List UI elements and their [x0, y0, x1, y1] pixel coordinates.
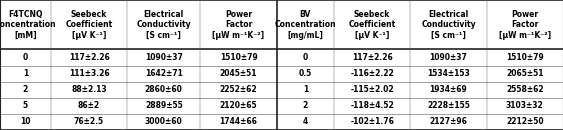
Text: 1510±79: 1510±79	[220, 53, 257, 62]
Text: -118±4.52: -118±4.52	[350, 101, 394, 110]
Text: 1090±37: 1090±37	[430, 53, 467, 62]
Bar	[334, 0, 410, 49]
Text: 5: 5	[23, 101, 28, 110]
Text: 0: 0	[303, 53, 308, 62]
Bar	[277, 98, 334, 114]
Bar	[51, 98, 127, 114]
Text: 4: 4	[303, 117, 308, 126]
Text: 3103±32: 3103±32	[506, 101, 544, 110]
Bar	[0, 114, 51, 130]
Bar	[200, 114, 277, 130]
Text: Electrical
Conductivity
[S cm⁻¹]: Electrical Conductivity [S cm⁻¹]	[421, 10, 476, 40]
Bar	[410, 0, 486, 49]
Text: 2045±51: 2045±51	[220, 69, 257, 78]
Bar	[51, 114, 127, 130]
Bar	[277, 66, 334, 82]
Text: 1534±153: 1534±153	[427, 69, 470, 78]
Bar	[0, 82, 51, 98]
Bar	[127, 49, 200, 66]
Text: -102±1.76: -102±1.76	[350, 117, 394, 126]
Bar	[334, 82, 410, 98]
Text: 2120±65: 2120±65	[220, 101, 257, 110]
Bar	[51, 82, 127, 98]
Bar	[0, 49, 51, 66]
Bar	[486, 0, 563, 49]
Bar	[486, 98, 563, 114]
Bar	[200, 66, 277, 82]
Bar	[277, 114, 334, 130]
Text: 3000±60: 3000±60	[145, 117, 182, 126]
Bar	[200, 82, 277, 98]
Text: 2127±96: 2127±96	[430, 117, 467, 126]
Text: 1744±66: 1744±66	[220, 117, 257, 126]
Bar	[51, 0, 127, 49]
Bar	[277, 49, 334, 66]
Bar	[0, 0, 51, 49]
Text: 1934±69: 1934±69	[430, 85, 467, 94]
Text: 117±2.26: 117±2.26	[69, 53, 109, 62]
Bar	[0, 66, 51, 82]
Bar	[127, 114, 200, 130]
Text: Power
Factor
[μW m⁻¹K⁻²]: Power Factor [μW m⁻¹K⁻²]	[212, 10, 265, 40]
Text: 86±2: 86±2	[78, 101, 100, 110]
Text: Electrical
Conductivity
[S cm⁻¹]: Electrical Conductivity [S cm⁻¹]	[136, 10, 191, 40]
Bar	[334, 49, 410, 66]
Text: 88±2.13: 88±2.13	[72, 85, 107, 94]
Bar	[51, 49, 127, 66]
Bar	[277, 0, 334, 49]
Bar	[410, 49, 486, 66]
Text: Seebeck
Coefficient
[μV K⁻¹]: Seebeck Coefficient [μV K⁻¹]	[348, 10, 396, 40]
Text: 117±2.26: 117±2.26	[352, 53, 392, 62]
Text: 2252±62: 2252±62	[220, 85, 257, 94]
Text: 1: 1	[303, 85, 308, 94]
Bar	[127, 66, 200, 82]
Text: Seebeck
Coefficient
[μV K⁻¹]: Seebeck Coefficient [μV K⁻¹]	[65, 10, 113, 40]
Text: Power
Factor
[μW m⁻¹K⁻²]: Power Factor [μW m⁻¹K⁻²]	[499, 10, 551, 40]
Text: 2889±55: 2889±55	[145, 101, 182, 110]
Bar	[486, 114, 563, 130]
Text: 2065±51: 2065±51	[506, 69, 544, 78]
Text: 10: 10	[20, 117, 31, 126]
Bar	[334, 66, 410, 82]
Bar	[334, 98, 410, 114]
Bar	[410, 114, 486, 130]
Bar	[486, 49, 563, 66]
Bar	[486, 66, 563, 82]
Text: 76±2.5: 76±2.5	[74, 117, 104, 126]
Bar	[200, 0, 277, 49]
Text: 2: 2	[303, 101, 308, 110]
Bar	[410, 66, 486, 82]
Bar	[410, 82, 486, 98]
Bar	[200, 49, 277, 66]
Text: 1510±79: 1510±79	[506, 53, 544, 62]
Text: 2212±50: 2212±50	[506, 117, 544, 126]
Bar	[127, 0, 200, 49]
Bar	[486, 82, 563, 98]
Bar	[200, 98, 277, 114]
Text: 1: 1	[23, 69, 28, 78]
Bar	[127, 98, 200, 114]
Bar	[0, 98, 51, 114]
Text: 2558±62: 2558±62	[506, 85, 544, 94]
Bar	[127, 82, 200, 98]
Text: 2228±155: 2228±155	[427, 101, 470, 110]
Text: 1090±37: 1090±37	[145, 53, 183, 62]
Bar	[334, 114, 410, 130]
Text: 2: 2	[23, 85, 28, 94]
Bar	[277, 82, 334, 98]
Text: F4TCNQ
Concentration
[mM]: F4TCNQ Concentration [mM]	[0, 10, 56, 40]
Text: -115±2.02: -115±2.02	[350, 85, 394, 94]
Text: 1642±71: 1642±71	[145, 69, 183, 78]
Text: -116±2.22: -116±2.22	[350, 69, 394, 78]
Bar	[51, 66, 127, 82]
Text: 0.5: 0.5	[299, 69, 312, 78]
Bar	[410, 98, 486, 114]
Text: 2860±60: 2860±60	[145, 85, 183, 94]
Text: 111±3.26: 111±3.26	[69, 69, 109, 78]
Text: 0: 0	[23, 53, 28, 62]
Text: BV
Concentration
[mg/mL]: BV Concentration [mg/mL]	[275, 10, 336, 40]
